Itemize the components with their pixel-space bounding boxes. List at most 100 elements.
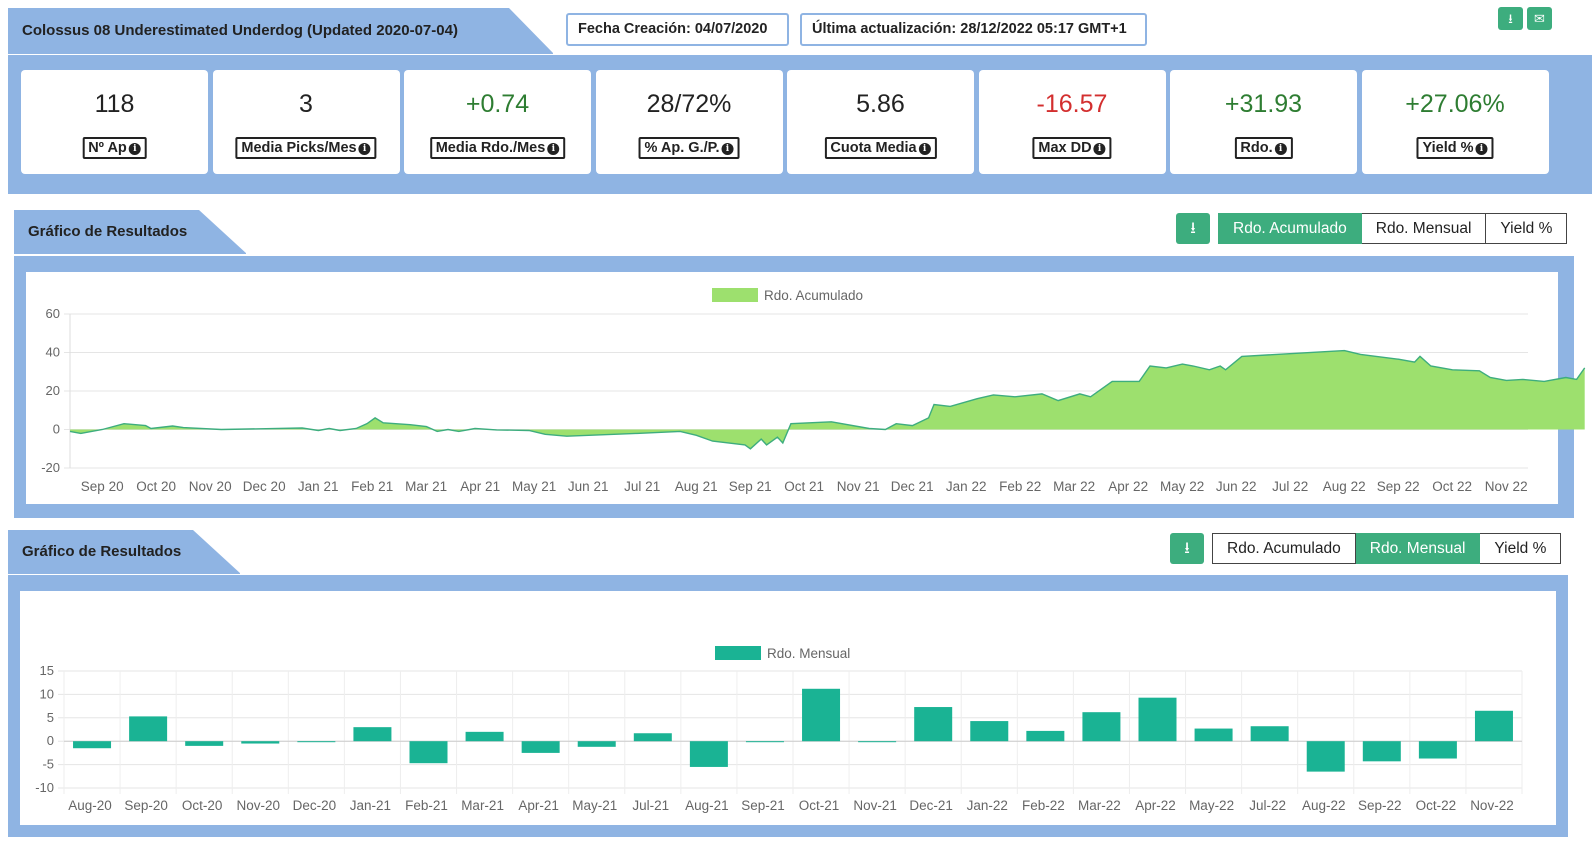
stat-label-text: % Ap. G./P. xyxy=(644,140,720,156)
download-icon[interactable]: ⭳ xyxy=(1498,7,1523,30)
info-icon[interactable]: i xyxy=(1093,143,1106,155)
stat-label[interactable]: Max DD i xyxy=(1032,137,1112,159)
stat-label[interactable]: Media Rdo./Mes i xyxy=(429,137,566,159)
x-tick-label: Aug-20 xyxy=(68,798,112,813)
strategy-title-tab: Colossus 08 Underestimated Underdog (Upd… xyxy=(8,8,554,54)
bar[interactable] xyxy=(1026,730,1065,742)
bar[interactable] xyxy=(745,741,784,743)
legend-label[interactable]: Rdo. Acumulado xyxy=(764,288,863,303)
stat-label[interactable]: Media Picks/Mes i xyxy=(235,137,377,159)
bar[interactable] xyxy=(1138,697,1177,742)
bar[interactable] xyxy=(633,733,672,742)
bar[interactable] xyxy=(914,707,953,742)
legend-swatch[interactable] xyxy=(715,646,761,660)
y-tick-label: -5 xyxy=(42,757,54,772)
bar[interactable] xyxy=(521,741,560,753)
stat-value: 5.86 xyxy=(856,90,905,118)
bar[interactable] xyxy=(1474,710,1513,742)
area-line xyxy=(69,349,1586,450)
legend-label[interactable]: Rdo. Mensual xyxy=(767,646,850,661)
x-tick-label: Nov-22 xyxy=(1470,798,1514,813)
stat-label-text: Rdo. xyxy=(1240,140,1273,156)
x-tick-label: Apr-21 xyxy=(518,798,559,813)
x-tick-label: Mar-22 xyxy=(1078,798,1121,813)
chart-mode-button[interactable]: Yield % xyxy=(1480,533,1562,564)
info-icon[interactable]: i xyxy=(1475,143,1488,155)
stat-label-text: Media Picks/Mes xyxy=(241,140,357,156)
bar[interactable] xyxy=(409,741,448,764)
chart-mode-button[interactable]: Rdo. Mensual xyxy=(1361,213,1487,244)
stat-label-text: Cuota Media xyxy=(830,140,917,156)
info-icon[interactable]: i xyxy=(547,143,560,155)
stat-label[interactable]: Rdo. i xyxy=(1234,137,1293,159)
info-icon[interactable]: i xyxy=(128,143,141,155)
bar[interactable] xyxy=(577,741,616,747)
stat-card: 28/72% % Ap. G./P. i xyxy=(595,70,783,174)
x-tick-label: Jul-21 xyxy=(632,798,669,813)
x-tick-label: Jul 21 xyxy=(624,479,660,494)
bar[interactable] xyxy=(297,741,336,743)
info-icon[interactable]: i xyxy=(1274,143,1287,155)
stat-label[interactable]: Nº Ap i xyxy=(82,137,147,159)
stat-label-text: Media Rdo./Mes xyxy=(435,140,546,156)
x-tick-label: Jan-22 xyxy=(967,798,1008,813)
y-tick-label: 15 xyxy=(40,663,54,678)
section-title: Gráfico de Resultados xyxy=(22,543,182,560)
stat-card: +0.74 Media Rdo./Mes i xyxy=(404,70,591,174)
x-tick-label: Jan 21 xyxy=(298,479,339,494)
x-tick-label: Aug 22 xyxy=(1323,479,1366,494)
x-tick-label: Oct 21 xyxy=(784,479,824,494)
chart-mode-button[interactable]: Rdo. Acumulado xyxy=(1218,213,1362,244)
bar[interactable] xyxy=(1362,741,1401,762)
x-tick-label: Oct-21 xyxy=(799,798,840,813)
bar[interactable] xyxy=(1082,712,1121,742)
stat-card: +27.06% Yield % i xyxy=(1361,70,1549,174)
bar[interactable] xyxy=(129,716,168,742)
stat-value: -16.57 xyxy=(1036,90,1108,118)
stat-label[interactable]: % Ap. G./P. i xyxy=(638,137,740,159)
bar[interactable] xyxy=(241,741,280,744)
bar[interactable] xyxy=(465,731,504,742)
stat-label[interactable]: Yield % i xyxy=(1416,137,1494,159)
download-icon[interactable]: ⭳ xyxy=(1176,213,1210,244)
bar[interactable] xyxy=(1250,726,1289,742)
y-tick-label: 10 xyxy=(40,686,54,701)
x-tick-label: Dec 20 xyxy=(243,479,286,494)
bar[interactable] xyxy=(858,741,897,743)
stat-label[interactable]: Cuota Media i xyxy=(824,137,937,159)
bar[interactable] xyxy=(970,721,1009,742)
bar[interactable] xyxy=(1306,741,1345,772)
stats-band: 118 Nº Ap i 3 Media Picks/Mes i +0.74 Media Rdo… xyxy=(8,55,1592,194)
x-tick-label: May 22 xyxy=(1160,479,1204,494)
envelope-icon[interactable]: ✉ xyxy=(1527,7,1552,30)
info-icon[interactable]: i xyxy=(358,143,371,155)
chart-mode-button[interactable]: Rdo. Mensual xyxy=(1355,533,1481,564)
chart-mode-button[interactable]: Yield % xyxy=(1486,213,1568,244)
x-tick-label: Mar 22 xyxy=(1053,479,1095,494)
bar[interactable] xyxy=(73,741,112,749)
stat-value: +0.74 xyxy=(465,90,530,118)
stat-value: 118 xyxy=(94,90,135,118)
x-tick-label: Apr 21 xyxy=(460,479,500,494)
bar[interactable] xyxy=(1418,741,1457,759)
download-icon[interactable]: ⭳ xyxy=(1170,533,1204,564)
info-icon[interactable]: i xyxy=(721,143,734,155)
info-icon[interactable]: i xyxy=(918,143,931,155)
y-tick-label: -20 xyxy=(41,460,60,475)
x-tick-label: Jan-21 xyxy=(350,798,391,813)
section-title: Gráfico de Resultados xyxy=(28,223,188,240)
bar[interactable] xyxy=(1194,728,1233,742)
bar[interactable] xyxy=(802,688,841,742)
x-tick-label: May-22 xyxy=(1189,798,1234,813)
legend-swatch[interactable] xyxy=(712,288,758,302)
bar[interactable] xyxy=(353,727,392,742)
x-tick-label: Sep-21 xyxy=(741,798,785,813)
bar[interactable] xyxy=(185,741,224,746)
x-tick-label: Jan 22 xyxy=(946,479,987,494)
bar[interactable] xyxy=(689,741,728,767)
stat-card: 3 Media Picks/Mes i xyxy=(212,70,400,174)
chart-mode-button[interactable]: Rdo. Acumulado xyxy=(1212,533,1356,564)
section-tab-monthly: Gráfico de Resultados xyxy=(8,530,241,574)
stat-value: +27.06% xyxy=(1405,90,1505,118)
